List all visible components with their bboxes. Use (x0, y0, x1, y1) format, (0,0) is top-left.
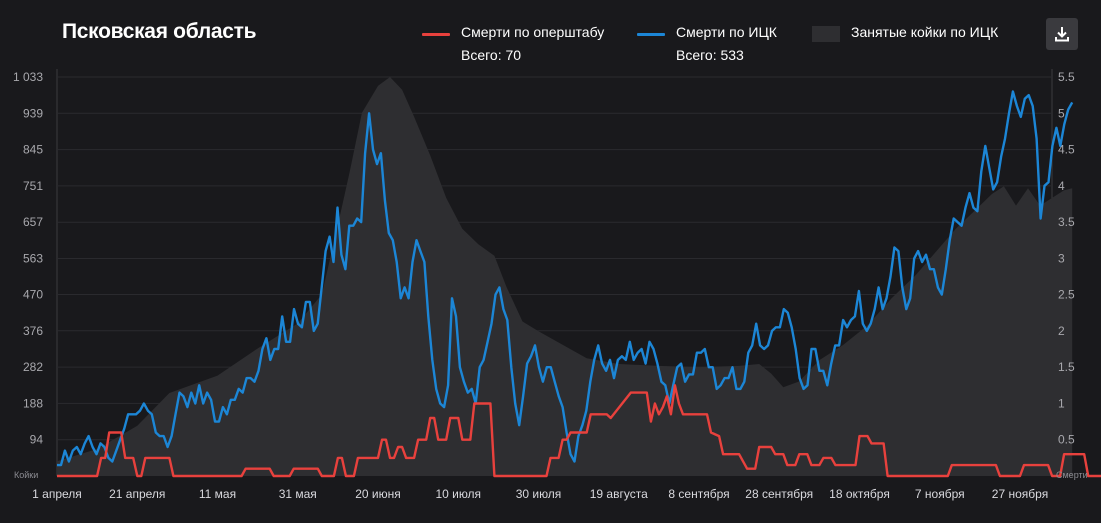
chart-title: Псковская область (62, 20, 257, 43)
y-left-tick-label: 470 (23, 287, 43, 301)
ick-deaths-line (57, 90, 1074, 467)
y-axis-right: 0.5 1 1.5 2 2.5 3 3.5 4 4.5 5 5.5 Смерти (1056, 70, 1088, 480)
y-left-tick-label: 939 (23, 106, 43, 120)
y-left-axis-unit: Койки (14, 470, 38, 480)
x-tick-label: 10 июля (435, 487, 481, 501)
y-right-tick-label: 3.5 (1058, 215, 1075, 229)
y-right-tick-label: 3 (1058, 251, 1065, 265)
y-left-tick-label: 1 033 (13, 70, 43, 84)
legend-operstab-total: Всего: 70 (461, 47, 522, 63)
legend-operstab-label: Смерти по оперштабу (461, 24, 605, 40)
download-button[interactable] (1046, 18, 1078, 50)
x-tick-label: 31 мая (279, 487, 317, 501)
y-left-tick-label: 188 (23, 396, 43, 410)
y-right-axis-unit: Смерти (1056, 470, 1088, 480)
legend-beds-swatch (812, 26, 840, 42)
x-tick-label: 19 августа (590, 487, 648, 501)
y-left-tick-label: 282 (23, 360, 43, 374)
y-left-tick-label: 376 (23, 324, 43, 338)
y-right-tick-label: 0.5 (1058, 433, 1075, 447)
x-tick-label: 1 апреля (32, 487, 82, 501)
y-right-tick-label: 5 (1058, 106, 1065, 120)
legend-ick-swatch (637, 33, 665, 36)
y-right-tick-label: 2.5 (1058, 288, 1075, 302)
y-right-tick-label: 2 (1058, 324, 1065, 338)
x-tick-label: 30 июля (516, 487, 562, 501)
y-right-tick-label: 5.5 (1058, 70, 1075, 84)
series-lines-layer (57, 90, 1101, 478)
x-tick-label: 18 октября (829, 487, 890, 501)
legend-ick-label: Смерти по ИЦК (676, 24, 777, 40)
legend-operstab-swatch (422, 33, 450, 36)
beds-area-layer (57, 77, 1073, 476)
x-tick-label: 8 сентября (668, 487, 729, 501)
y-left-tick-label: 657 (23, 215, 43, 229)
y-right-tick-label: 1 (1058, 396, 1065, 410)
y-right-tick-label: 4.5 (1058, 143, 1075, 157)
x-tick-label: 27 ноября (992, 487, 1048, 501)
y-left-tick-label: 845 (23, 143, 43, 157)
x-tick-label: 7 ноября (915, 487, 965, 501)
y-axis-left: 94 188 282 376 470 563 657 751 845 939 1 033 Койки (13, 70, 43, 480)
y-left-tick-label: 751 (23, 179, 43, 193)
legend-ick-total: Всего: 533 (676, 47, 744, 63)
y-left-tick-label: 94 (30, 433, 44, 447)
x-tick-label: 11 мая (199, 487, 236, 501)
y-right-tick-label: 4 (1058, 179, 1065, 193)
x-tick-label: 21 апреля (109, 487, 165, 501)
operstab-deaths-line (57, 384, 1101, 478)
x-tick-label: 20 июня (355, 487, 401, 501)
x-tick-label: 28 сентября (745, 487, 813, 501)
y-right-tick-label: 1.5 (1058, 360, 1075, 374)
legend-beds-label: Занятые койки по ИЦК (851, 24, 999, 40)
download-icon (1055, 27, 1069, 42)
y-left-tick-label: 563 (23, 252, 43, 266)
beds-area (57, 77, 1073, 476)
x-axis: 1 апреля 21 апреля 11 мая 31 мая 20 июня 10 и… (32, 487, 1048, 501)
